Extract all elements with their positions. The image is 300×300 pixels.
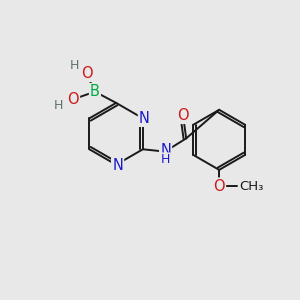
Text: N: N [112, 158, 123, 173]
Text: O: O [213, 178, 225, 194]
Text: O: O [67, 92, 79, 106]
Text: B: B [90, 84, 100, 99]
Text: O: O [81, 66, 92, 81]
Text: H: H [54, 99, 63, 112]
Text: N: N [160, 142, 171, 158]
Text: H: H [161, 153, 170, 166]
Text: H: H [70, 59, 79, 72]
Text: N: N [139, 111, 150, 126]
Text: O: O [177, 108, 189, 123]
Text: CH₃: CH₃ [239, 180, 263, 193]
